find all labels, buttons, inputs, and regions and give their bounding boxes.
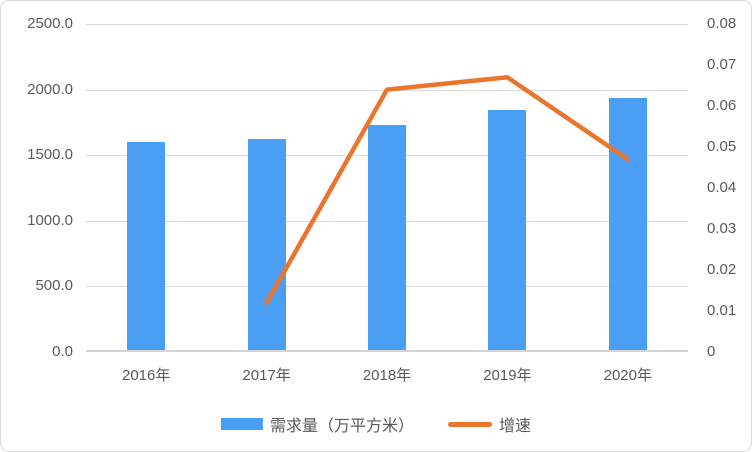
y-axis-right-tick-label: 0.07 bbox=[707, 56, 737, 73]
y-axis-right-tick-label: 0.08 bbox=[707, 15, 737, 32]
plot-area bbox=[86, 24, 688, 352]
legend: 需求量（万平方米） 增速 bbox=[220, 412, 531, 436]
line-swatch-icon bbox=[448, 421, 492, 427]
x-axis-category-label: 2018年 bbox=[362, 367, 412, 384]
y-axis-left-tick-label: 1000.0 bbox=[27, 211, 73, 229]
y-axis-right-tick-label: 0.05 bbox=[707, 138, 737, 155]
y-axis-left-tick-label: 2000.0 bbox=[27, 80, 73, 98]
y-axis-right-tick-label: 0.04 bbox=[707, 179, 737, 196]
x-axis-category-label: 2017年 bbox=[242, 367, 291, 384]
bar-swatch-icon bbox=[220, 418, 263, 430]
bar-2018年 bbox=[368, 125, 406, 352]
y-axis-right-tick-label: 0 bbox=[707, 343, 716, 360]
y-axis-left: 0.0 500.0 1000.0 1500.0 2000.0 2500.0 bbox=[1, 1, 73, 451]
x-axis-labels: 2016年 2017年 2018年 2019年 2020年 bbox=[86, 367, 688, 387]
bar-2019年 bbox=[488, 109, 527, 352]
bar-2020年 bbox=[608, 98, 647, 352]
growth-line bbox=[264, 75, 631, 306]
y-axis-right-tick-label: 0.06 bbox=[707, 97, 737, 114]
y-axis-right-tick-label: 0.02 bbox=[707, 261, 737, 278]
x-axis-category-label: 2019年 bbox=[483, 367, 532, 384]
x-axis-line bbox=[86, 350, 688, 352]
legend-label-growth: 增速 bbox=[499, 418, 532, 435]
y-axis-left-tick-label: 2500.0 bbox=[27, 15, 73, 32]
y-axis-right-tick-label: 0.03 bbox=[707, 220, 737, 237]
legend-item-growth: 增速 bbox=[448, 412, 531, 436]
y-axis-right-tick-label: 0.01 bbox=[707, 302, 737, 319]
gridline bbox=[86, 24, 688, 25]
y-axis-left-tick-label: 500.0 bbox=[35, 277, 73, 295]
legend-item-demand: 需求量（万平方米） bbox=[220, 412, 414, 436]
bar-2017年 bbox=[247, 138, 286, 352]
bar-2016年 bbox=[127, 142, 166, 352]
y-axis-left-tick-label: 0.0 bbox=[52, 343, 73, 360]
y-axis-left-tick-label: 1500.0 bbox=[27, 146, 73, 164]
y-axis-right: 0 0.01 0.02 0.03 0.04 0.05 0.06 0.07 0.08 bbox=[707, 1, 751, 451]
legend-label-demand: 需求量（万平方米） bbox=[269, 418, 414, 435]
x-axis-category-label: 2020年 bbox=[603, 367, 652, 384]
x-axis-category-label: 2016年 bbox=[122, 367, 171, 384]
line-series-growth bbox=[264, 75, 631, 306]
